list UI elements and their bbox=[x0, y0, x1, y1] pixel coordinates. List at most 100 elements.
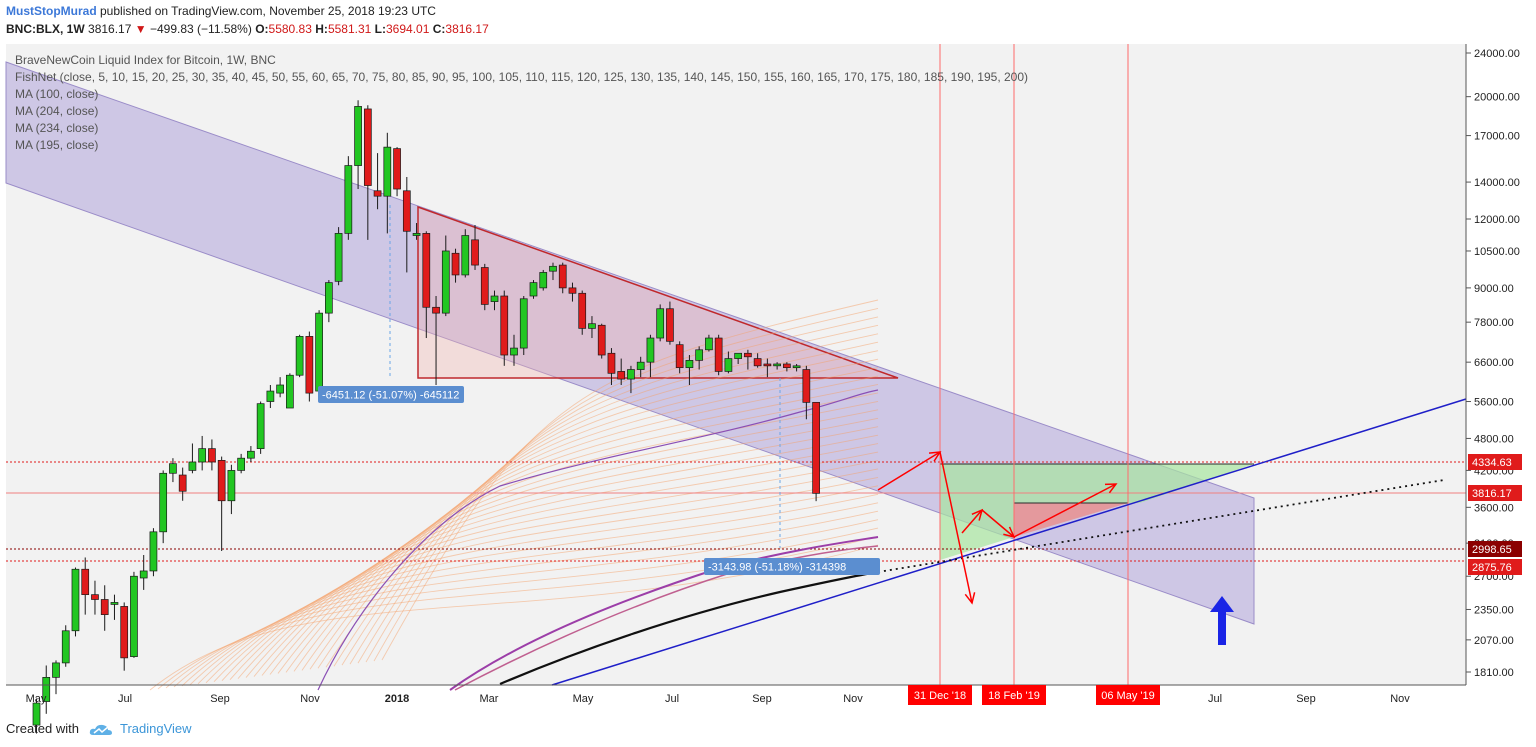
candle-body bbox=[295, 336, 304, 376]
fishnet-curve bbox=[333, 350, 879, 667]
candle-body bbox=[52, 662, 60, 678]
candle-body bbox=[578, 292, 587, 329]
tradingview-link[interactable]: TradingView bbox=[120, 721, 192, 736]
time-tick-label: May bbox=[26, 693, 47, 705]
candle-body bbox=[91, 594, 99, 600]
candle-body bbox=[597, 324, 606, 356]
projection-arrow bbox=[981, 509, 1015, 538]
date-marker-label-bg bbox=[908, 685, 972, 705]
price-tick-label: 4800.00 bbox=[1474, 433, 1514, 445]
candle-body bbox=[568, 287, 577, 294]
open-value: 5580.83 bbox=[268, 22, 312, 36]
candle-body bbox=[178, 474, 187, 492]
price-label: 2998.65 bbox=[1472, 544, 1512, 556]
candle-body bbox=[32, 702, 41, 726]
price-tick-label: 3600.00 bbox=[1474, 502, 1514, 514]
candle-body bbox=[441, 250, 450, 314]
candle-body bbox=[519, 298, 528, 349]
candle-body bbox=[529, 282, 538, 297]
candle-body bbox=[159, 472, 168, 533]
price-change: −499.83 (−11.58%) bbox=[149, 22, 252, 36]
rising-trendline bbox=[551, 398, 1467, 686]
fishnet-curve bbox=[165, 527, 879, 689]
time-tick-label: Sep bbox=[752, 693, 772, 705]
candle-body bbox=[656, 308, 665, 339]
time-tick-label: Nov bbox=[843, 693, 863, 705]
candles bbox=[32, 100, 820, 734]
ma-100-line bbox=[317, 389, 879, 691]
date-marker-label: 06 May '19 bbox=[1101, 690, 1154, 702]
time-tick-label: Nov bbox=[1390, 693, 1410, 705]
candle-body bbox=[705, 337, 713, 351]
measure-label-bg bbox=[318, 386, 464, 403]
candle-body bbox=[490, 295, 499, 302]
price-tick-label: 10500.00 bbox=[1474, 246, 1520, 258]
candle-body bbox=[61, 630, 70, 664]
candle-body bbox=[139, 570, 148, 579]
price-tick-label: 17000.00 bbox=[1474, 131, 1520, 143]
candle-body bbox=[42, 677, 51, 702]
candle-body bbox=[383, 146, 392, 197]
candle-body bbox=[315, 312, 323, 392]
date-marker-label: 18 Feb '19 bbox=[988, 690, 1040, 702]
down-triangle-icon: ▼ bbox=[134, 22, 147, 36]
price-tick-label: 7800.00 bbox=[1474, 317, 1514, 329]
measure-label-bg bbox=[704, 558, 880, 575]
candle-body bbox=[363, 108, 372, 186]
publish-info: MustStopMurad published on TradingView.c… bbox=[6, 4, 436, 19]
candle-body bbox=[588, 323, 596, 329]
candle-body bbox=[81, 568, 90, 596]
low-label: L: bbox=[374, 22, 386, 36]
candle-body bbox=[208, 448, 216, 463]
fishnet-curve bbox=[181, 510, 879, 687]
ma-204-line bbox=[449, 536, 879, 691]
fishnet-curve bbox=[301, 384, 879, 671]
projection-arrow bbox=[1013, 483, 1117, 538]
fishnet-curve bbox=[293, 392, 879, 672]
projection-zones bbox=[940, 463, 1254, 560]
price-tick-label: 24000.00 bbox=[1474, 48, 1520, 60]
candle-body bbox=[763, 363, 772, 367]
fishnet-curve bbox=[189, 502, 879, 686]
price-tick-label: 1810.00 bbox=[1474, 667, 1514, 679]
symbol-ohlc-bar: BNC:BLX, 1W 3816.17 ▼ −499.83 (−11.58%) … bbox=[6, 22, 489, 37]
candle-body bbox=[110, 602, 119, 605]
candle-body bbox=[344, 165, 353, 234]
candle-body bbox=[539, 272, 548, 289]
candle-body bbox=[432, 306, 440, 314]
ma-234-line bbox=[499, 570, 879, 686]
legend-item: MA (195, close) bbox=[15, 138, 98, 152]
high-label: H: bbox=[315, 22, 328, 36]
price-tick-label: 12000.00 bbox=[1474, 214, 1520, 226]
fishnet-curve bbox=[245, 443, 879, 678]
candle-body bbox=[393, 148, 401, 190]
time-tick-label: Jul bbox=[665, 693, 679, 705]
measure-label: -6451.12 (-51.07%) -645112 bbox=[322, 390, 459, 402]
candle-body bbox=[100, 599, 109, 615]
price-label-bg bbox=[1468, 541, 1522, 557]
blue-up-arrow-icon bbox=[1210, 596, 1234, 645]
candle-body bbox=[325, 282, 333, 314]
fishnet-curve bbox=[357, 324, 879, 664]
price-tick-label: 9000.00 bbox=[1474, 283, 1514, 295]
candle-body bbox=[286, 374, 294, 409]
price-label: 2875.76 bbox=[1472, 562, 1512, 574]
candle-body bbox=[627, 369, 635, 380]
date-marker-label-bg bbox=[1096, 685, 1160, 705]
fishnet-curve bbox=[261, 426, 879, 676]
candle-body bbox=[334, 233, 343, 282]
close-value: 3816.17 bbox=[445, 22, 489, 36]
last-price: 3816.17 bbox=[88, 22, 132, 36]
candle-body bbox=[373, 190, 382, 197]
candle-body bbox=[802, 369, 811, 403]
candle-body bbox=[753, 358, 762, 367]
author-name[interactable]: MustStopMurad bbox=[6, 4, 97, 18]
price-label-bg bbox=[1468, 559, 1522, 575]
fishnet-curve bbox=[213, 476, 879, 683]
legend-item: MA (204, close) bbox=[15, 104, 98, 118]
axes: 24000.00 20000.00 17000.00 14000.00 12000.00… bbox=[6, 44, 1522, 705]
price-tick-label: 2350.00 bbox=[1474, 604, 1514, 616]
fishnet-curve bbox=[253, 434, 879, 677]
fishnet-curve bbox=[277, 409, 879, 674]
